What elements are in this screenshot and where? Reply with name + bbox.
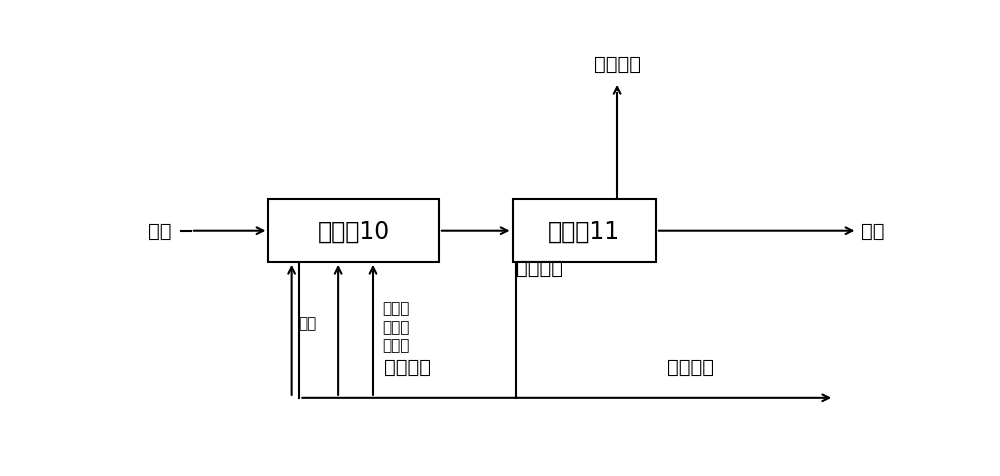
Bar [512, 200, 656, 262]
Bar [268, 200, 439, 262]
Text: 回流污泥: 回流污泥 [384, 357, 431, 376]
Text: 沉淀池11: 沉淀池11 [548, 219, 620, 243]
Text: 进水: 进水 [148, 222, 172, 241]
Text: 排放: 排放 [861, 222, 885, 241]
Text: 压滤液: 压滤液 [382, 319, 410, 334]
Text: 预调理池: 预调理池 [594, 55, 641, 74]
Text: 生化池10: 生化池10 [318, 219, 390, 243]
Text: 冷凝水: 冷凝水 [382, 337, 410, 352]
Text: 尾气: 尾气 [298, 316, 316, 330]
Text: 生化出水: 生化出水 [516, 258, 563, 278]
Text: 剩余污泥: 剩余污泥 [667, 357, 714, 376]
Text: 上清液: 上清液 [382, 301, 410, 316]
